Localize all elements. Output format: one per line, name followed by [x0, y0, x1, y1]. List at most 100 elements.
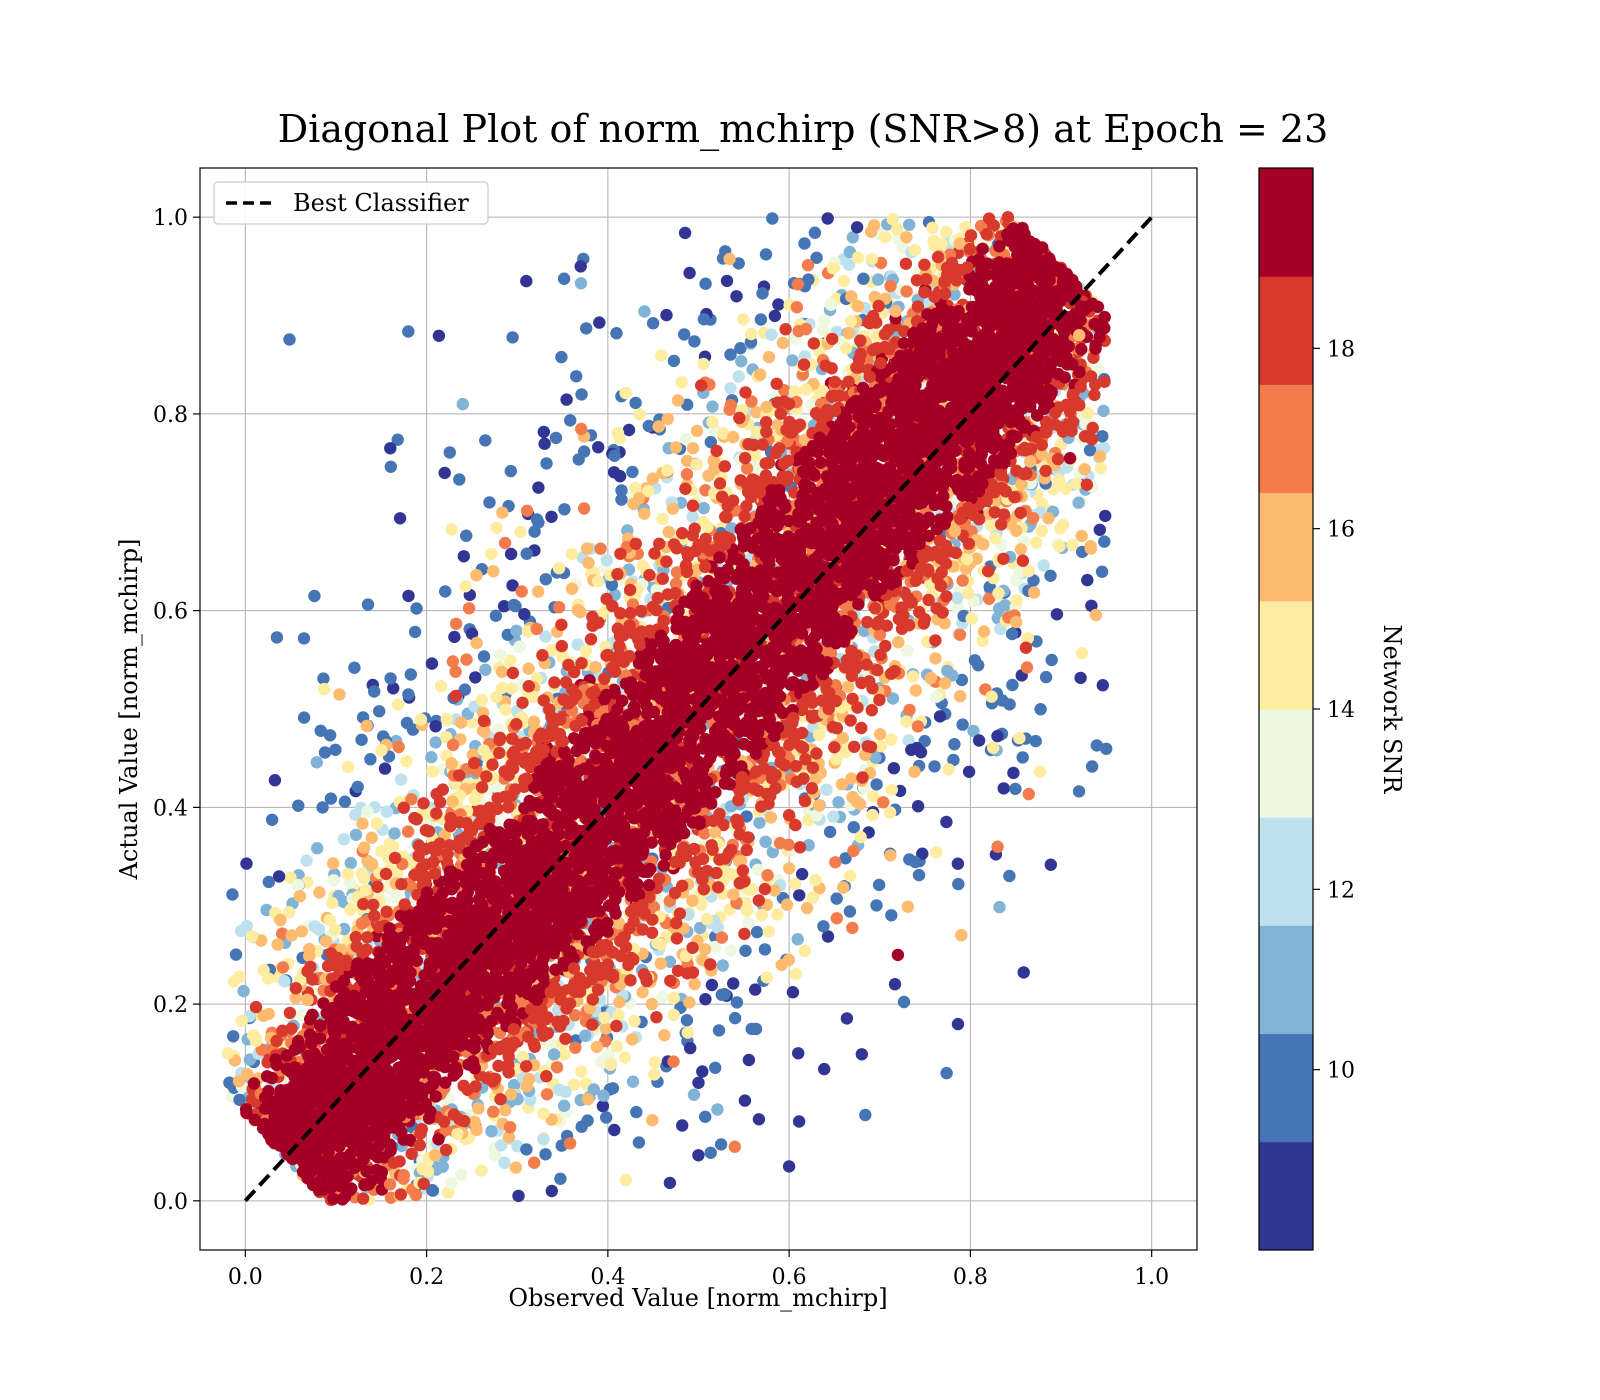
data-point	[426, 765, 439, 778]
data-point	[914, 746, 928, 759]
data-point	[402, 325, 415, 338]
data-point	[547, 1048, 561, 1061]
data-point	[610, 327, 623, 340]
data-point	[1066, 538, 1079, 552]
data-point	[660, 308, 673, 322]
data-point	[869, 751, 882, 764]
data-point	[692, 1149, 705, 1162]
data-point	[840, 1012, 854, 1025]
data-point	[840, 342, 853, 355]
data-point	[845, 772, 858, 785]
data-point	[1085, 599, 1098, 612]
data-point	[820, 783, 833, 796]
data-point	[706, 400, 719, 413]
data-point	[545, 1038, 558, 1052]
data-point	[900, 285, 913, 298]
data-point	[845, 290, 858, 303]
data-point	[867, 790, 880, 803]
data-point	[344, 903, 357, 916]
data-point	[510, 624, 523, 637]
data-point	[622, 423, 636, 437]
data-point	[900, 231, 913, 244]
data-point	[879, 230, 892, 244]
data-point	[629, 481, 642, 495]
data-point	[844, 314, 858, 328]
data-point	[801, 259, 815, 272]
data-point	[384, 672, 397, 685]
data-point	[680, 454, 694, 468]
data-point	[606, 1082, 620, 1095]
data-point	[520, 504, 534, 517]
data-point	[884, 279, 897, 293]
data-point	[518, 608, 531, 621]
data-point	[262, 875, 275, 889]
data-point	[388, 827, 401, 840]
data-point	[234, 924, 248, 938]
data-point	[605, 578, 619, 591]
data-point	[802, 273, 815, 286]
data-point	[512, 1189, 525, 1203]
data-point	[1016, 751, 1029, 764]
data-point	[795, 867, 809, 881]
data-point	[835, 778, 849, 791]
data-point	[821, 212, 834, 225]
data-point	[540, 457, 553, 470]
data-point	[414, 713, 428, 726]
data-point	[1053, 540, 1066, 553]
data-point	[791, 933, 804, 946]
data-point	[667, 991, 680, 1005]
data-point	[700, 913, 714, 926]
data-point	[793, 889, 806, 902]
data-point	[1074, 671, 1087, 685]
data-point	[997, 782, 1010, 795]
data-point	[972, 734, 986, 747]
data-point	[1006, 678, 1019, 692]
data-point	[629, 396, 642, 410]
data-point	[930, 690, 943, 703]
data-point	[308, 589, 321, 603]
data-point	[1033, 765, 1047, 778]
data-point	[313, 923, 326, 936]
data-point	[1013, 731, 1026, 745]
data-point	[384, 460, 397, 473]
data-point	[1037, 559, 1050, 572]
data-point	[348, 661, 361, 674]
data-point	[699, 1110, 712, 1124]
data-point	[873, 728, 887, 741]
data-point	[391, 698, 405, 711]
data-point	[850, 221, 864, 234]
data-point	[678, 328, 691, 341]
data-point	[387, 682, 400, 695]
data-point	[1075, 647, 1089, 660]
data-point	[993, 900, 1006, 914]
data-point	[445, 523, 458, 536]
data-point	[391, 433, 404, 446]
data-point	[683, 996, 696, 1009]
data-point	[742, 1053, 756, 1067]
data-point	[462, 602, 476, 615]
data-point	[232, 1075, 246, 1088]
data-point	[632, 1136, 646, 1149]
data-point	[864, 225, 878, 238]
data-point	[608, 1123, 621, 1137]
data-point	[906, 670, 920, 683]
data-point	[265, 813, 279, 826]
data-point	[233, 1093, 246, 1107]
data-point	[754, 313, 768, 326]
data-point	[739, 896, 752, 909]
data-point	[457, 550, 470, 563]
data-point	[652, 420, 665, 433]
data-point	[1017, 966, 1030, 979]
data-point	[684, 1041, 697, 1055]
data-point	[262, 1007, 275, 1021]
data-point	[948, 288, 961, 301]
data-point	[633, 408, 646, 421]
data-point	[1072, 496, 1085, 509]
data-point	[946, 669, 959, 682]
data-point	[698, 943, 712, 956]
data-point	[504, 547, 518, 561]
data-point	[295, 925, 308, 938]
data-point	[441, 1186, 455, 1199]
data-point	[292, 799, 305, 812]
data-point	[903, 853, 916, 866]
